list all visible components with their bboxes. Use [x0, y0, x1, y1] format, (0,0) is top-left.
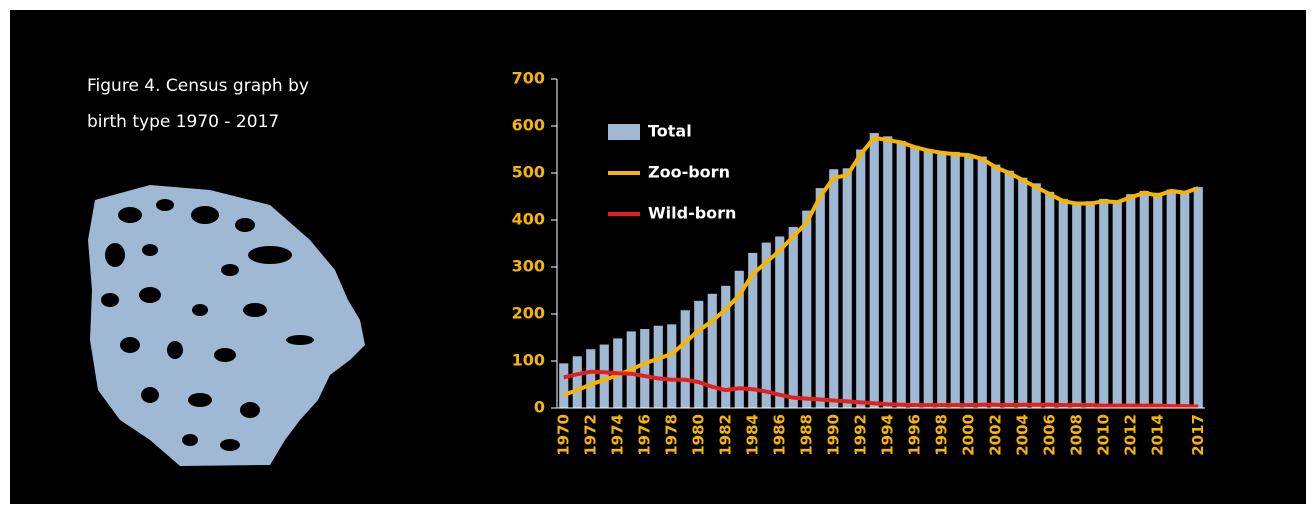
caption-line: Figure 4. Census graph by — [87, 76, 309, 96]
bar — [1031, 183, 1041, 408]
bar — [1004, 170, 1014, 408]
x-tick-label: 1994 — [878, 414, 896, 456]
x-tick-label: 1990 — [824, 414, 842, 456]
bar — [815, 188, 825, 408]
bar — [599, 344, 609, 408]
bar — [1072, 202, 1082, 408]
x-tick-label: 2012 — [1121, 414, 1139, 456]
legend-label: Zoo-born — [648, 163, 730, 182]
bar — [667, 324, 677, 408]
x-tick-label: 1980 — [689, 414, 707, 456]
bar — [559, 363, 569, 408]
bar — [842, 168, 852, 408]
bar — [964, 154, 974, 408]
bar — [1180, 190, 1190, 408]
x-tick-label: 1982 — [716, 414, 734, 456]
bar — [680, 310, 690, 408]
line — [563, 135, 1199, 397]
bar — [910, 145, 920, 409]
x-tick-label: 2010 — [1094, 414, 1112, 456]
y-tick-label: 400 — [512, 210, 545, 229]
x-tick-label: 1986 — [770, 414, 788, 456]
bar — [1139, 190, 1149, 408]
bar — [869, 133, 879, 409]
x-tick-label: 1974 — [608, 414, 626, 456]
x-tick-label: 1978 — [662, 414, 680, 456]
y-tick-label: 0 — [534, 398, 545, 417]
bar — [1112, 201, 1122, 408]
bar — [572, 356, 582, 408]
bar — [883, 136, 893, 408]
x-tick-label: 2008 — [1067, 414, 1085, 456]
y-tick-label: 600 — [512, 116, 545, 135]
bar — [1058, 198, 1068, 408]
x-tick-label: 1998 — [932, 414, 950, 456]
y-tick-label: 200 — [512, 304, 545, 323]
bar — [1153, 192, 1163, 408]
x-tick-label: 2014 — [1148, 414, 1166, 456]
x-tick-label: 2000 — [959, 414, 977, 456]
bar — [1193, 187, 1203, 408]
bar — [721, 285, 731, 408]
x-tick-label: 2006 — [1040, 414, 1058, 456]
y-tick-label: 100 — [512, 351, 545, 370]
bar — [1166, 189, 1176, 408]
bar — [653, 325, 663, 408]
bar — [694, 300, 704, 408]
y-tick-label: 300 — [512, 257, 545, 276]
bar — [748, 252, 758, 408]
bar — [1099, 198, 1109, 408]
bar — [734, 270, 744, 408]
y-tick-label: 500 — [512, 163, 545, 182]
legend-label: Total — [648, 122, 692, 141]
y-tick-label: 700 — [512, 69, 545, 88]
legend-label: Wild-born — [648, 204, 736, 223]
x-tick-label: 1988 — [797, 414, 815, 456]
bar — [586, 349, 596, 408]
bar — [950, 151, 960, 408]
bar — [829, 169, 839, 408]
bar — [1018, 177, 1028, 408]
x-tick-label: 2004 — [1013, 414, 1031, 456]
bar — [1045, 191, 1055, 408]
bar — [640, 329, 650, 408]
x-tick-label: 2017 — [1189, 414, 1207, 456]
line — [563, 369, 1199, 409]
bar — [1085, 201, 1095, 408]
x-tick-label: 1992 — [851, 414, 869, 456]
leopard-illustration — [88, 185, 365, 466]
bar — [977, 156, 987, 408]
bar — [991, 164, 1001, 408]
x-tick-label: 1984 — [743, 414, 761, 456]
bar — [856, 149, 866, 408]
bar — [707, 293, 717, 408]
bar — [937, 151, 947, 408]
legend-swatch — [608, 124, 640, 140]
x-tick-label: 1996 — [905, 414, 923, 456]
bar — [1126, 194, 1136, 408]
caption-line: birth type 1970 - 2017 — [87, 112, 279, 132]
bar — [788, 227, 798, 408]
x-tick-label: 1976 — [635, 414, 653, 456]
x-tick-label: 2002 — [986, 414, 1004, 456]
bar — [802, 210, 812, 408]
bar — [896, 141, 906, 409]
bar — [761, 242, 771, 408]
x-tick-label: 1972 — [581, 414, 599, 456]
bar — [775, 236, 785, 408]
bar — [923, 149, 933, 408]
x-tick-label: 1970 — [554, 414, 572, 456]
